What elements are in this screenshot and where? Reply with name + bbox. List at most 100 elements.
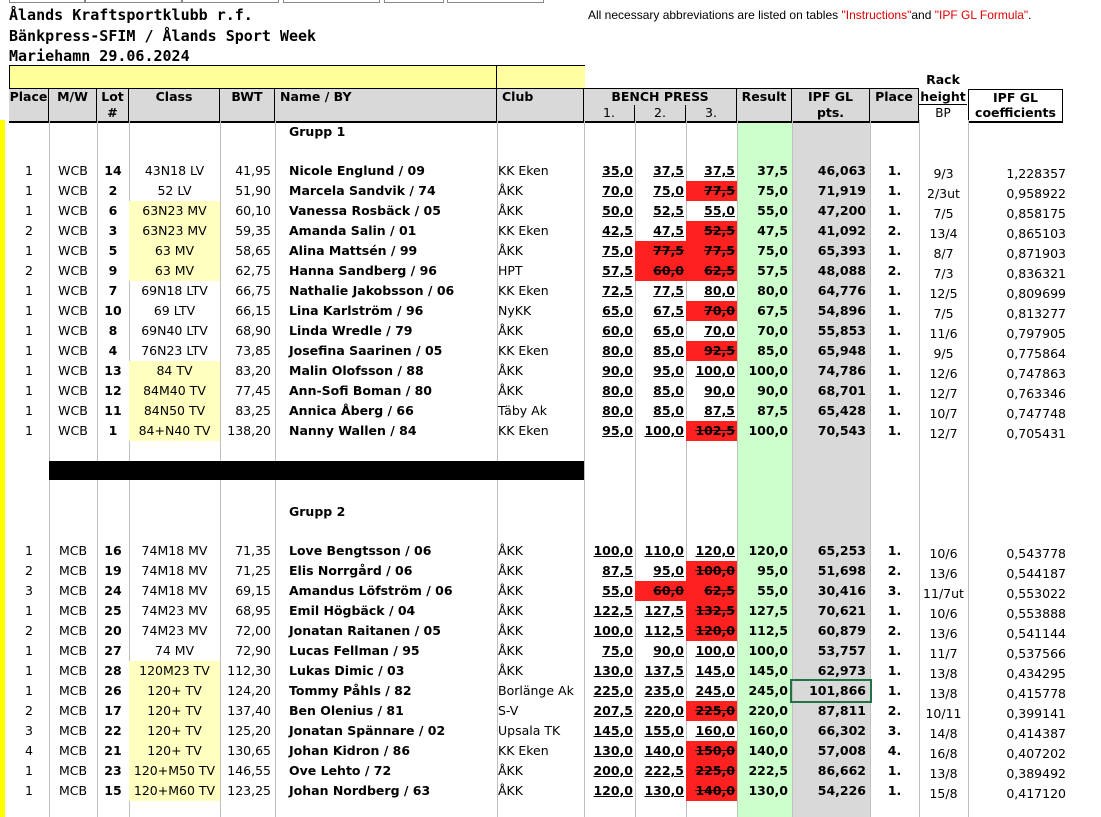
cell-name[interactable]: Emil Högbäck / 04 <box>289 603 416 618</box>
cell-ipf[interactable]: 65,428 <box>817 403 866 418</box>
cell-pl[interactable]: 3. <box>887 583 902 598</box>
cell-res[interactable]: 100,0 <box>748 423 788 438</box>
cell-res[interactable]: 80,0 <box>757 283 788 298</box>
cell-rack[interactable]: 12/5 <box>929 286 958 301</box>
cell-ipf[interactable]: 47,200 <box>817 203 866 218</box>
cell-res[interactable]: 222,5 <box>748 763 788 778</box>
cell-coef[interactable]: 0,809699 <box>1006 286 1066 301</box>
cell-a3[interactable]: 90,0 <box>704 383 735 398</box>
cell-name[interactable]: Tommy Påhls / 82 <box>289 683 412 698</box>
cell-ipf[interactable]: 64,776 <box>817 283 866 298</box>
cell-a3[interactable]: 80,0 <box>704 283 735 298</box>
cell-a2[interactable]: 130,0 <box>644 783 684 798</box>
cell-club[interactable]: KK Eken <box>498 423 549 438</box>
cell-rack[interactable]: 12/6 <box>929 366 958 381</box>
cell-ipf[interactable]: 65,393 <box>817 243 866 258</box>
cell-a2[interactable]: 85,0 <box>653 383 684 398</box>
cell-res[interactable]: 127,5 <box>748 603 788 618</box>
cell-name[interactable]: Ben Olenius / 81 <box>289 703 404 718</box>
cell-a1[interactable]: 120,0 <box>593 783 633 798</box>
cell-mw[interactable]: MCB <box>58 603 88 618</box>
cell-rack[interactable]: 9/5 <box>933 346 954 361</box>
cell-coef[interactable]: 0,417120 <box>1006 786 1066 801</box>
cell-a2[interactable]: 90,0 <box>653 643 684 658</box>
cell-rack[interactable]: 8/7 <box>933 246 954 261</box>
cell-res[interactable]: 90,0 <box>757 383 788 398</box>
cell-a2[interactable]: 140,0 <box>644 743 684 758</box>
cell-a3[interactable]: 120,0 <box>695 543 735 558</box>
cell-ipf[interactable]: 74,786 <box>817 363 866 378</box>
cell-pl[interactable]: 2. <box>887 703 902 718</box>
cell-a3[interactable]: 225,0 <box>686 761 737 781</box>
cell-ipf[interactable]: 62,973 <box>817 663 866 678</box>
table-row[interactable]: 1 WCB 1 84+N40 TV 138,20 Nanny Wallen / 84 KK … <box>9 421 1069 441</box>
cell-a2[interactable]: 77,5 <box>653 283 684 298</box>
cell-a3[interactable]: 150,0 <box>686 741 737 761</box>
cell-lot[interactable]: 6 <box>108 203 118 218</box>
cell-coef[interactable]: 0,541144 <box>1006 626 1066 641</box>
cell-cls[interactable]: 69 LTV <box>153 303 196 318</box>
cell-res[interactable]: 47,5 <box>757 223 788 238</box>
cell-res[interactable]: 70,0 <box>757 323 788 338</box>
cell-club[interactable]: ÅKK <box>498 663 523 678</box>
cell-name[interactable]: Amanda Salin / 01 <box>289 223 417 238</box>
cell-bwt[interactable]: 77,45 <box>235 383 271 398</box>
cell-pl[interactable]: 1. <box>887 403 902 418</box>
cell-rack[interactable]: 10/11 <box>925 706 962 721</box>
cell-pl[interactable]: 1. <box>887 323 902 338</box>
cell-res[interactable]: 95,0 <box>757 563 788 578</box>
cell-name[interactable]: Ove Lehto / 72 <box>289 763 392 778</box>
cell-a1[interactable]: 72,5 <box>602 283 633 298</box>
cell-pl[interactable]: 1. <box>887 363 902 378</box>
cell-mw[interactable]: WCB <box>58 243 88 258</box>
cell-mw[interactable]: WCB <box>58 383 88 398</box>
table-row[interactable]: 3 MCB 24 74M18 MV 69,15 Amandus Löfström / 06… <box>9 581 1069 601</box>
cell-bwt[interactable]: 59,35 <box>235 223 271 238</box>
table-row[interactable]: 1 WCB 5 63 MV 58,65 Alina Mattsén / 99 ÅKK 75,0… <box>9 241 1069 261</box>
cell-a3[interactable]: 225,0 <box>686 701 737 721</box>
cell-place[interactable]: 1 <box>25 203 33 218</box>
cell-pl[interactable]: 1. <box>887 203 902 218</box>
cell-club[interactable]: ÅKK <box>498 323 523 338</box>
cell-a2[interactable]: 65,0 <box>653 323 684 338</box>
cell-place[interactable]: 2 <box>25 263 33 278</box>
cell-place[interactable]: 2 <box>25 563 33 578</box>
table-row[interactable]: 1 WCB 6 63N23 MV 60,10 Vanessa Rosbäck / 05 ÅK… <box>9 201 1069 221</box>
cell-lot[interactable]: 20 <box>104 623 122 638</box>
cell-ipf[interactable]: 53,757 <box>817 643 866 658</box>
cell-a1[interactable]: 80,0 <box>602 383 633 398</box>
cell-bwt[interactable]: 72,00 <box>235 623 271 638</box>
cell-cls[interactable]: 84+N40 TV <box>129 421 220 441</box>
cell-bwt[interactable]: 83,20 <box>235 363 271 378</box>
cell-club[interactable]: ÅKK <box>498 623 523 638</box>
cell-a1[interactable]: 130,0 <box>593 663 633 678</box>
cell-place[interactable]: 1 <box>25 783 33 798</box>
cell-cls[interactable]: 74M18 MV <box>141 583 208 598</box>
cell-mw[interactable]: WCB <box>58 163 88 178</box>
cell-pl[interactable]: 3. <box>887 723 902 738</box>
cell-bwt[interactable]: 66,15 <box>235 303 271 318</box>
table-row[interactable]: 1 WCB 2 52 LV 51,90 Marcela Sandvik / 74 ÅKK 70… <box>9 181 1069 201</box>
cell-lot[interactable]: 28 <box>104 663 122 678</box>
cell-coef[interactable]: 0,553888 <box>1006 606 1066 621</box>
table-row[interactable]: 1 MCB 15 120+M60 TV 123,25 Johan Nordberg / 6… <box>9 781 1069 801</box>
cell-res[interactable]: 55,0 <box>757 203 788 218</box>
cell-a3[interactable]: 132,5 <box>686 601 737 621</box>
cell-a2[interactable]: 95,0 <box>653 563 684 578</box>
cell-bwt[interactable]: 60,10 <box>235 203 271 218</box>
cell-res[interactable]: 85,0 <box>757 343 788 358</box>
cell-coef[interactable]: 0,747748 <box>1006 406 1066 421</box>
cell-club[interactable]: ÅKK <box>498 643 523 658</box>
cell-a2[interactable]: 112,5 <box>644 623 684 638</box>
cell-mw[interactable]: WCB <box>58 303 88 318</box>
cell-lot[interactable]: 24 <box>104 583 122 598</box>
cell-coef[interactable]: 0,797905 <box>1006 326 1066 341</box>
cell-club[interactable]: KK Eken <box>498 163 549 178</box>
cell-coef[interactable]: 0,705431 <box>1006 426 1066 441</box>
cell-place[interactable]: 4 <box>25 743 33 758</box>
cell-mw[interactable]: MCB <box>58 543 88 558</box>
cell-mw[interactable]: WCB <box>58 423 88 438</box>
cell-a1[interactable]: 100,0 <box>593 543 633 558</box>
cell-cls[interactable]: 74M23 MV <box>141 603 208 618</box>
cell-a3[interactable]: 100,0 <box>695 643 735 658</box>
